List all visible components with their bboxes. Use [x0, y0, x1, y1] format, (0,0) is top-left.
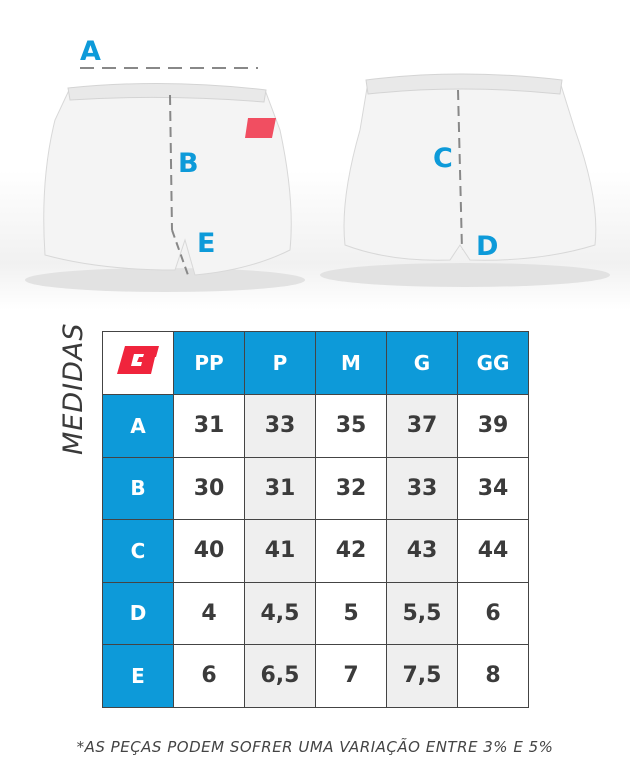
table-cell: 6	[457, 581, 529, 645]
table-cell: 44	[457, 519, 529, 583]
table-cell: 41	[244, 519, 316, 583]
shorts-illustration	[25, 67, 610, 292]
front-shorts	[43, 83, 292, 276]
table-cell: 35	[315, 394, 387, 458]
column-header: P	[244, 331, 316, 395]
table-cell: 32	[315, 456, 387, 520]
table-cell: 31	[173, 394, 245, 458]
table-cell: 30	[173, 456, 245, 520]
table-cell: 5	[315, 581, 387, 645]
table-cell: 33	[244, 394, 316, 458]
table-cell: 43	[386, 519, 458, 583]
table-header-row: PP P M G GG	[102, 331, 529, 395]
table-cell: 6	[173, 644, 245, 708]
table-cell: 6,5	[244, 644, 316, 708]
measure-label-e: E	[197, 228, 216, 259]
footnote: *AS PEÇAS PODEM SOFRER UMA VARIAÇÃO ENTR…	[76, 738, 554, 756]
table-cell: 33	[386, 456, 458, 520]
size-table: PP P M G GG A 31 33 35 37 39 B 30 31 32 33 34 C 40 41 4…	[102, 331, 529, 708]
brand-logo-icon	[117, 346, 159, 374]
table-cell: 7,5	[386, 644, 458, 708]
measure-label-a: A	[80, 36, 101, 67]
measure-label-d: D	[476, 231, 499, 262]
table-cell: 34	[457, 456, 529, 520]
brand-logo-print	[245, 118, 276, 138]
table-row: E 6 6,5 7 7,5 8	[102, 644, 529, 708]
table-row: B 30 31 32 33 34	[102, 456, 529, 520]
shorts-photo: A B E C D	[0, 0, 630, 310]
column-header: M	[315, 331, 387, 395]
table-cell: 40	[173, 519, 245, 583]
table-cell: 39	[457, 394, 529, 458]
column-header: GG	[457, 331, 529, 395]
table-cell: 37	[386, 394, 458, 458]
table-cell: 42	[315, 519, 387, 583]
column-header: G	[386, 331, 458, 395]
table-cell: 4	[173, 581, 245, 645]
table-cell: 4,5	[244, 581, 316, 645]
table-row: D 4 4,5 5 5,5 6	[102, 581, 529, 645]
back-shorts	[343, 75, 597, 261]
table-row: C 40 41 42 43 44	[102, 519, 529, 583]
table-cell: 7	[315, 644, 387, 708]
row-header: B	[102, 456, 174, 520]
side-title: MEDIDAS	[58, 322, 89, 455]
row-header: A	[102, 394, 174, 458]
row-header: E	[102, 644, 174, 708]
brand-logo-cell	[102, 331, 174, 395]
measure-label-c: C	[433, 143, 453, 174]
row-header: D	[102, 581, 174, 645]
measure-label-b: B	[178, 148, 199, 179]
table-cell: 5,5	[386, 581, 458, 645]
table-cell: 31	[244, 456, 316, 520]
table-cell: 8	[457, 644, 529, 708]
row-header: C	[102, 519, 174, 583]
column-header: PP	[173, 331, 245, 395]
table-row: A 31 33 35 37 39	[102, 394, 529, 458]
